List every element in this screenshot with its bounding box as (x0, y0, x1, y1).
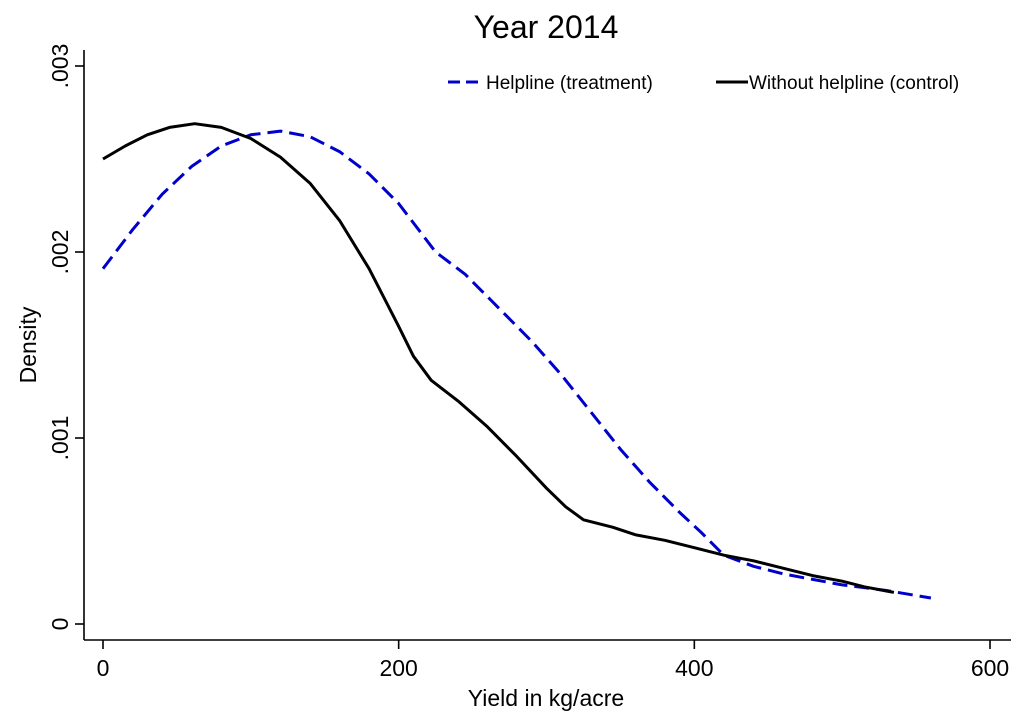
legend-label-control: Without helpline (control) (749, 73, 959, 94)
legend: Helpline (treatment) Without helpline (co… (448, 73, 959, 94)
x-tick-label: 600 (971, 655, 1009, 681)
series-line-control (102, 122, 895, 594)
y-tick-label: .001 (47, 416, 73, 461)
y-tick-label: 0 (47, 618, 73, 631)
x-tick-label: 200 (379, 655, 417, 681)
series-layer (101, 122, 932, 600)
x-tick-label: 400 (675, 655, 713, 681)
y-tick-label: .002 (47, 230, 73, 275)
series-line-treatment (101, 129, 932, 600)
x-axis-label: Yield in kg/acre (468, 685, 624, 711)
y-axis-label: Density (15, 306, 41, 383)
legend-label-treatment: Helpline (treatment) (486, 73, 653, 94)
axes: 0 200 400 600 0 .001 .002 .003 (47, 44, 1011, 681)
x-tick-label: 0 (97, 655, 110, 681)
chart-title: Year 2014 (474, 9, 619, 45)
y-tick-label: .003 (47, 44, 73, 89)
